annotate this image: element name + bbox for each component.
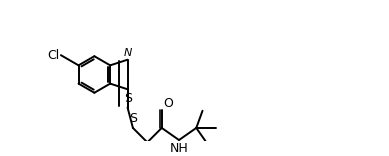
Text: O: O — [163, 97, 173, 110]
Text: Cl: Cl — [47, 49, 59, 62]
Text: N: N — [123, 48, 132, 58]
Text: S: S — [129, 112, 137, 125]
Text: S: S — [124, 92, 133, 105]
Text: NH: NH — [170, 142, 188, 156]
